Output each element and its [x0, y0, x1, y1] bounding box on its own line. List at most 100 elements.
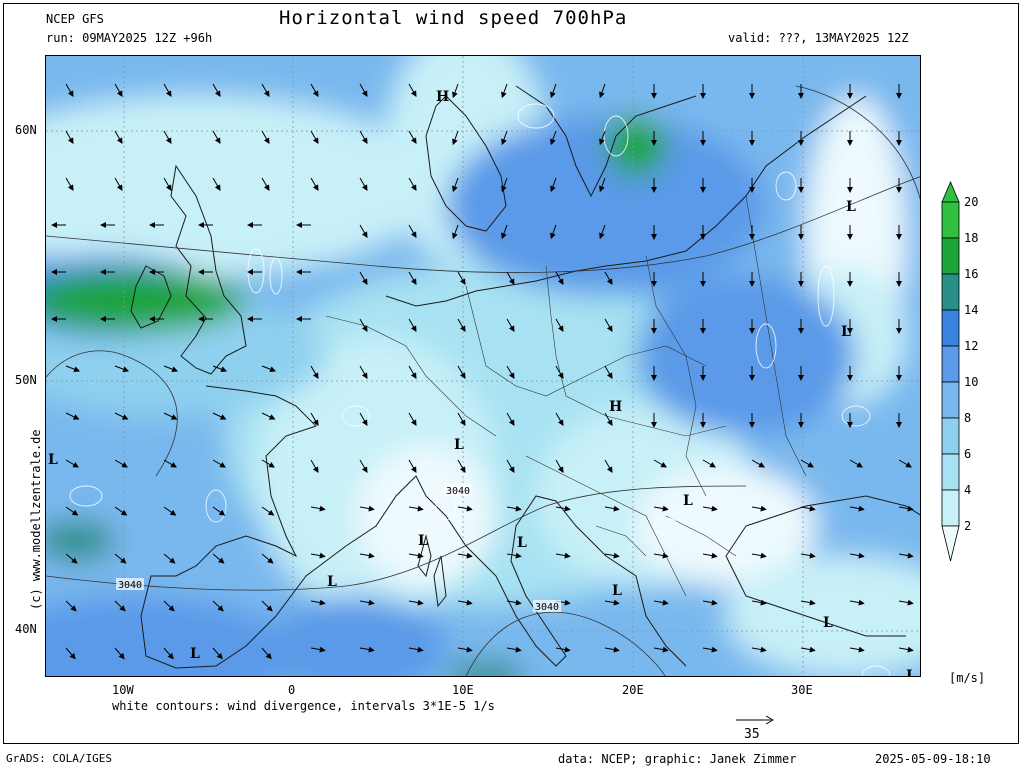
wind-vector: [751, 505, 767, 512]
wind-vector: [261, 506, 275, 516]
wind-vector: [457, 459, 466, 473]
wind-vector: [359, 412, 368, 426]
wind-vector: [457, 646, 473, 653]
colorbar-unit: [m/s]: [949, 671, 986, 685]
wind-vector: [359, 271, 368, 285]
wind-vector: [599, 83, 606, 99]
wind-vector: [452, 224, 459, 240]
model-label: NCEP GFS: [46, 12, 104, 26]
wind-vector: [359, 646, 375, 653]
wind-vector: [310, 83, 319, 97]
wind-vector: [212, 83, 221, 97]
wind-vector: [114, 412, 129, 420]
wind-vector: [212, 130, 221, 144]
colorbar-tick-label: 20: [964, 195, 978, 209]
lon-label-30e: 30E: [791, 683, 813, 697]
wind-vector: [408, 646, 424, 653]
wind-vector: [408, 83, 417, 97]
high-marker: H: [436, 89, 449, 105]
wind-vector: [65, 365, 81, 373]
wind-vector: [65, 177, 74, 191]
wind-vector: [898, 552, 914, 559]
wind-vector: [457, 271, 466, 285]
wind-vector: [359, 83, 368, 97]
wind-vector: [849, 552, 865, 559]
wind-vector: [501, 83, 508, 99]
low-marker: L: [418, 533, 428, 549]
contour-label: 3040: [446, 486, 470, 497]
lat-label-50n: 50N: [15, 373, 37, 387]
wind-vector: [359, 224, 368, 238]
colorbar-box: [941, 273, 960, 311]
colorbar-bottom-arrow: [941, 525, 960, 562]
colorbar-box: [941, 345, 960, 383]
wind-vector: [604, 552, 620, 559]
colorbar-box: [941, 381, 960, 419]
wind-vector: [163, 553, 176, 564]
wind-vector: [452, 130, 459, 146]
wind-vector: [898, 646, 914, 653]
colorbar-tick-label: 4: [964, 483, 971, 497]
wind-vector: [310, 599, 326, 606]
vector-scale-arrow: [736, 715, 775, 725]
wind-vector: [408, 224, 417, 238]
wind-vector: [408, 412, 417, 426]
wind-vector: [506, 599, 522, 606]
wind-vector: [408, 599, 424, 606]
wind-vector: [261, 553, 274, 564]
wind-vector: [65, 647, 76, 660]
colorbar-tick-label: 10: [964, 375, 978, 389]
timestamp: 2025-05-09-18:10: [875, 752, 991, 766]
wind-vector: [506, 365, 515, 379]
wind-vector: [163, 412, 178, 420]
wind-vector: [261, 647, 272, 660]
wind-vector: [212, 412, 227, 420]
wind-vector: [65, 459, 79, 468]
wind-vector: [800, 505, 816, 512]
wind-vector: [261, 130, 270, 144]
wind-vector: [359, 318, 368, 332]
wind-vector: [653, 646, 669, 653]
divergence-contours: [69, 103, 891, 676]
lat-label-60n: 60N: [15, 123, 37, 137]
wind-vector: [555, 271, 564, 285]
contour-label: 3040: [118, 580, 142, 591]
wind-vector: [408, 130, 417, 144]
data-credit: data: NCEP; graphic: Janek Zimmer: [558, 752, 797, 766]
wind-vector: [457, 552, 473, 559]
wind-vector: [212, 600, 224, 612]
wind-vector: [310, 130, 319, 144]
wind-vector: [408, 552, 424, 559]
watermark: (c) www.modellzentrale.de: [29, 429, 43, 610]
wind-vector: [604, 599, 620, 606]
vector-scale-value: 35: [744, 727, 760, 742]
wind-vector: [506, 552, 522, 559]
wind-vector: [800, 552, 816, 559]
low-marker: L: [517, 535, 527, 551]
wind-vector: [604, 646, 620, 653]
wind-vector: [501, 177, 508, 193]
wind-vector: [163, 83, 172, 97]
wind-vector: [261, 459, 275, 468]
wind-vector: [65, 412, 80, 420]
colorbar-tick-label: 18: [964, 231, 978, 245]
wind-vector: [212, 553, 225, 564]
wind-vector: [599, 224, 606, 240]
wind-vector: [65, 506, 79, 516]
grads-credit: GrADS: COLA/IGES: [6, 752, 112, 765]
wind-vector: [163, 130, 172, 144]
wind-vector: [800, 599, 816, 606]
wind-vector: [212, 647, 223, 660]
colorbar-tick-label: 8: [964, 411, 971, 425]
wind-vector: [408, 318, 417, 332]
wind-vector: [163, 459, 177, 468]
colorbar-tick-label: 16: [964, 267, 978, 281]
lon-label-10w: 10W: [112, 683, 134, 697]
wind-vector: [599, 130, 606, 146]
wind-vector: [114, 130, 123, 144]
wind-speed-map: H H L L L L L L L L L L L L 3040 3040 30…: [45, 55, 921, 677]
wind-vector: [408, 365, 417, 379]
low-marker: L: [327, 574, 337, 590]
wind-vector: [604, 365, 613, 379]
wind-vector: [849, 505, 865, 512]
